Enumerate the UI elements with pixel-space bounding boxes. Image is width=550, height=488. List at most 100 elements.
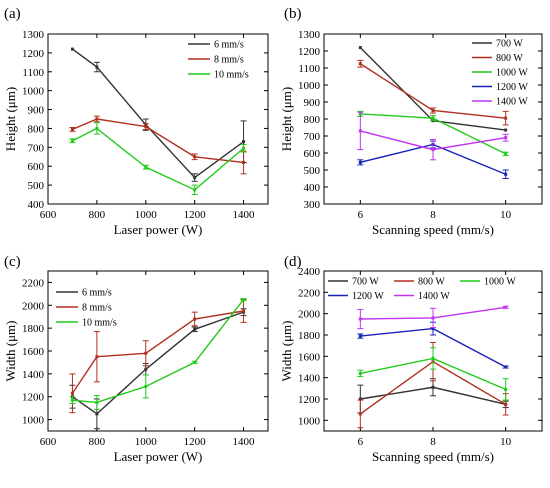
series-line bbox=[72, 118, 244, 164]
legend-label: 10 mm/s bbox=[82, 318, 117, 329]
y-tick-label: 1300 bbox=[298, 29, 321, 41]
x-tick-label: 8 bbox=[430, 209, 436, 221]
data-point bbox=[504, 402, 508, 406]
legend-label: 8 mm/s bbox=[214, 55, 244, 66]
data-point bbox=[431, 385, 435, 389]
y-tick-label: 1000 bbox=[298, 80, 321, 92]
y-tick-label: 1300 bbox=[22, 29, 45, 41]
data-point bbox=[358, 371, 362, 375]
y-tick-label: 1200 bbox=[22, 392, 45, 404]
legend-label: 1400 W bbox=[496, 97, 528, 108]
data-point bbox=[144, 351, 148, 355]
data-point bbox=[95, 400, 99, 404]
x-axis-title: Laser power (W) bbox=[114, 449, 203, 464]
y-tick-label: 900 bbox=[28, 105, 45, 117]
y-tick-label: 2200 bbox=[22, 277, 45, 289]
y-tick-label: 1000 bbox=[22, 86, 45, 98]
y-tick-label: 700 bbox=[304, 131, 321, 143]
data-point bbox=[70, 139, 74, 143]
y-tick-label: 800 bbox=[304, 114, 321, 126]
legend-label: 1000 W bbox=[496, 68, 528, 79]
data-point bbox=[144, 125, 148, 129]
series-1400-w bbox=[357, 305, 509, 330]
x-tick-label: 6 bbox=[358, 436, 364, 448]
x-tick-label: 800 bbox=[89, 209, 106, 221]
series-8-mm-s bbox=[69, 115, 247, 175]
data-point bbox=[242, 160, 246, 164]
y-tick-label: 600 bbox=[28, 161, 45, 173]
data-point bbox=[193, 360, 197, 364]
data-point bbox=[242, 140, 246, 144]
chart-panel-b: (b) 6 8 10 300 400 500 600 700 800 900 1000 1100 1200… bbox=[279, 6, 543, 237]
y-tick-label: 400 bbox=[304, 182, 321, 194]
data-point bbox=[144, 384, 148, 388]
y-tick-label: 700 bbox=[28, 142, 45, 154]
y-tick-label: 400 bbox=[28, 199, 45, 211]
data-point bbox=[431, 316, 435, 320]
panel-label: (b) bbox=[284, 6, 302, 22]
y-tick-label: 1000 bbox=[22, 415, 45, 427]
y-axis-title: Width (μm) bbox=[279, 321, 294, 382]
legend-label: 6 mm/s bbox=[82, 288, 112, 299]
x-axis-title: Laser power (W) bbox=[114, 222, 203, 237]
y-tick-label: 1000 bbox=[298, 415, 321, 427]
data-point bbox=[504, 305, 508, 309]
data-point bbox=[95, 117, 99, 121]
y-tick-label: 300 bbox=[304, 199, 321, 211]
legend: 700 W 800 W 1000 W 1200 W 1400 W bbox=[328, 277, 516, 302]
data-point bbox=[431, 116, 435, 120]
y-axis-title: Width (μm) bbox=[3, 321, 18, 382]
legend: 700 W 800 W 1000 W 1200 W 1400 W bbox=[472, 39, 528, 108]
chart-panel-a: (a) 600 800 1000 1200 1400 400 500 600 700 800 900 1… bbox=[3, 6, 269, 237]
data-point bbox=[358, 317, 362, 321]
data-point bbox=[358, 62, 362, 66]
x-tick-label: 1200 bbox=[184, 209, 207, 221]
legend-label: 700 W bbox=[496, 39, 523, 50]
legend-label: 6 mm/s bbox=[214, 40, 244, 51]
data-point bbox=[70, 127, 74, 131]
x-axis-title: Scanning speed (mm/s) bbox=[372, 449, 494, 464]
data-point bbox=[358, 160, 362, 164]
x-tick-label: 10 bbox=[500, 436, 512, 448]
data-point bbox=[431, 327, 435, 331]
x-tick-label: 600 bbox=[40, 209, 57, 221]
x-tick-label: 8 bbox=[430, 436, 436, 448]
chart-panel-d: (d) 6 8 10 1000 1200 1400 1600 1800 2000 2200 2400 S… bbox=[279, 254, 543, 464]
legend-label: 1200 W bbox=[496, 82, 528, 93]
legend: 6 mm/s 8 mm/s 10 mm/s bbox=[188, 40, 249, 81]
data-point bbox=[358, 129, 362, 133]
x-tick-label: 1400 bbox=[233, 209, 256, 221]
data-point bbox=[242, 146, 246, 150]
series-10-mm-s bbox=[69, 122, 247, 196]
data-point bbox=[358, 334, 362, 338]
x-tick-label: 800 bbox=[89, 436, 106, 448]
series-800-w bbox=[357, 59, 509, 126]
y-tick-label: 1600 bbox=[298, 351, 321, 363]
data-point bbox=[193, 317, 197, 321]
x-tick-label: 600 bbox=[40, 436, 57, 448]
series-1000-w bbox=[357, 347, 509, 401]
series-10-mm-s bbox=[69, 297, 247, 410]
x-axis-title: Scanning speed (mm/s) bbox=[372, 222, 494, 237]
y-tick-label: 800 bbox=[28, 123, 45, 135]
legend-label: 1400 W bbox=[418, 291, 450, 302]
data-point bbox=[358, 46, 362, 50]
data-point bbox=[144, 367, 148, 371]
legend-label: 1000 W bbox=[484, 277, 516, 288]
data-point bbox=[70, 398, 74, 402]
x-tick-label: 10 bbox=[500, 209, 512, 221]
y-tick-label: 600 bbox=[304, 148, 321, 160]
data-point bbox=[242, 309, 246, 313]
y-tick-label: 1400 bbox=[298, 373, 321, 385]
y-tick-label: 500 bbox=[304, 165, 321, 177]
legend-label: 800 W bbox=[418, 277, 445, 288]
y-axis-title: Height (μm) bbox=[3, 87, 18, 151]
legend-label: 8 mm/s bbox=[82, 303, 112, 314]
y-tick-label: 2200 bbox=[298, 287, 321, 299]
y-tick-label: 1600 bbox=[22, 346, 45, 358]
data-point bbox=[144, 165, 148, 169]
x-tick-label: 1000 bbox=[135, 436, 158, 448]
data-point bbox=[504, 387, 508, 391]
data-point bbox=[95, 355, 99, 359]
